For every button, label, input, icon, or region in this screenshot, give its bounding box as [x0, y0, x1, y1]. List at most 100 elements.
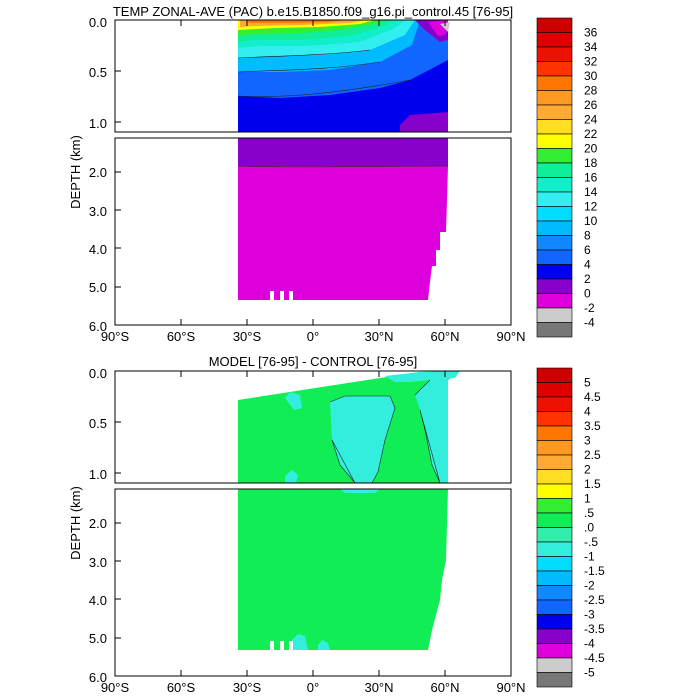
fill-level-neg0.5-bottom [292, 634, 308, 650]
chart-title: TEMP ZONAL-AVE (PAC) b.e15.B1850.f09_g16… [113, 4, 513, 19]
colorbar-swatch [536, 322, 573, 338]
temp-lower-field [237, 138, 449, 300]
x-axis: 90°S 60°S 30°S 0° 30°N 60°N 90°N [101, 371, 526, 695]
colorbar-swatch [536, 220, 573, 236]
colorbar-swatch [536, 367, 573, 383]
fill-level-neg0.5-deep-small [285, 470, 298, 483]
y-axis-upper: 0.0 0.5 1.0 [89, 366, 121, 482]
y-tick-label: 0.0 [89, 15, 107, 30]
colorbar-swatch [536, 585, 573, 601]
fill-level-neg0.5-top [340, 489, 380, 493]
colorbar-swatch [536, 235, 573, 251]
colorbar-label: 4 [584, 258, 591, 272]
colorbar-swatch [536, 75, 573, 91]
colorbar: 54.543.532.521.51.5.0-.5-1-1.5-2-2.5-3-3… [536, 367, 605, 688]
x-tick-label: 90°N [496, 329, 525, 344]
x-tick-label: 30°N [364, 680, 393, 695]
y-tick-label: 6.0 [89, 319, 107, 334]
x-tick-label: 30°S [233, 329, 262, 344]
colorbar-swatch [536, 46, 573, 62]
x-tick-label: 60°S [167, 680, 196, 695]
colorbar-label: 32 [584, 55, 598, 69]
y-tick-label: 3.0 [89, 555, 107, 570]
fill-deep-cold-northern [400, 112, 448, 132]
colorbar-swatch [536, 628, 573, 644]
y-tick-label: 0.0 [89, 366, 107, 381]
colorbar-label: 2 [584, 463, 591, 477]
x-tick-label: 90°S [101, 329, 130, 344]
colorbar-label: 26 [584, 98, 598, 112]
colorbar-swatch [536, 657, 573, 673]
fill-level-neg0.5-bottom2 [318, 640, 330, 650]
x-tick-label: 0° [307, 329, 319, 344]
y-axis-label: DEPTH (km) [68, 486, 83, 560]
y-tick-label: 4.0 [89, 242, 107, 257]
chart-title: MODEL [76-95] - CONTROL [76-95] [209, 354, 418, 369]
y-tick-label: 3.0 [89, 204, 107, 219]
colorbar-label: 34 [584, 40, 598, 54]
y-tick-label: 4.0 [89, 593, 107, 608]
colorbar-label: -1.5 [584, 564, 605, 578]
x-tick-label: 90°N [496, 680, 525, 695]
colorbar-swatch [536, 454, 573, 470]
fill-level-neg0.5-central [330, 396, 395, 483]
colorbar-label: -5 [584, 666, 595, 680]
panel-difference: MODEL [76-95] - CONTROL [76-95] DEPTH (k… [68, 354, 605, 695]
colorbar-swatch [536, 483, 573, 499]
diff-upper-field [238, 371, 460, 483]
y-tick-label: 5.0 [89, 631, 107, 646]
colorbar-label: 8 [584, 229, 591, 243]
colorbar-label: 22 [584, 127, 598, 141]
y-tick-label: 1.0 [89, 116, 107, 131]
y-tick-label: 1.0 [89, 467, 107, 482]
colorbar-swatch [536, 541, 573, 557]
colorbar-label: 5 [584, 376, 591, 390]
colorbar-label: 1 [584, 492, 591, 506]
temp-upper-field [237, 20, 450, 132]
colorbar-label: 14 [584, 185, 598, 199]
colorbar-label: -3.5 [584, 622, 605, 636]
colorbar-label: 2.5 [584, 448, 601, 462]
colorbar-label: 6 [584, 243, 591, 257]
colorbar-swatch [536, 104, 573, 120]
y-tick-label: 2.0 [89, 516, 107, 531]
colorbar-swatch [536, 440, 573, 456]
colorbar-label: -4 [584, 316, 595, 330]
fill-level-neg0.5-northern [415, 378, 448, 483]
colorbar-label: -2 [584, 301, 595, 315]
y-tick-label: 6.0 [89, 670, 107, 685]
x-tick-label: 60°S [167, 329, 196, 344]
y-tick-label: 0.5 [89, 65, 107, 80]
fill-level-2 [238, 138, 448, 166]
fill-level-0 [238, 166, 448, 300]
colorbar-swatch [536, 206, 573, 222]
colorbar-label: -2 [584, 579, 595, 593]
fill-level-neg2-northern [440, 22, 450, 32]
x-axis: 90°S 60°S 30°S 0° 30°N 60°N 90°N [101, 20, 526, 344]
y-axis-label: DEPTH (km) [68, 135, 83, 209]
fill-level-neg0.5-small [285, 392, 302, 410]
colorbar-swatch [536, 570, 573, 586]
colorbar-swatch [536, 498, 573, 514]
colorbar-swatch [536, 307, 573, 323]
colorbar-label: 10 [584, 214, 598, 228]
x-tick-label: 30°S [233, 680, 262, 695]
colorbar-label: 4 [584, 405, 591, 419]
colorbar-swatch [536, 512, 573, 528]
colorbar-swatch [536, 556, 573, 572]
colorbar-swatch [536, 133, 573, 149]
colorbar-label: 0 [584, 287, 591, 301]
colorbar-swatch [536, 382, 573, 398]
colorbar-swatch [536, 396, 573, 412]
colorbar-swatch [536, 264, 573, 280]
colorbar-label: -2.5 [584, 593, 605, 607]
colorbar-swatch [536, 90, 573, 106]
y-tick-label: 0.5 [89, 416, 107, 431]
colorbar-swatch [536, 599, 573, 615]
y-tick-label: 2.0 [89, 165, 107, 180]
colorbar-swatch [536, 61, 573, 77]
colorbar-swatch [536, 469, 573, 485]
colorbar-swatch [536, 177, 573, 193]
